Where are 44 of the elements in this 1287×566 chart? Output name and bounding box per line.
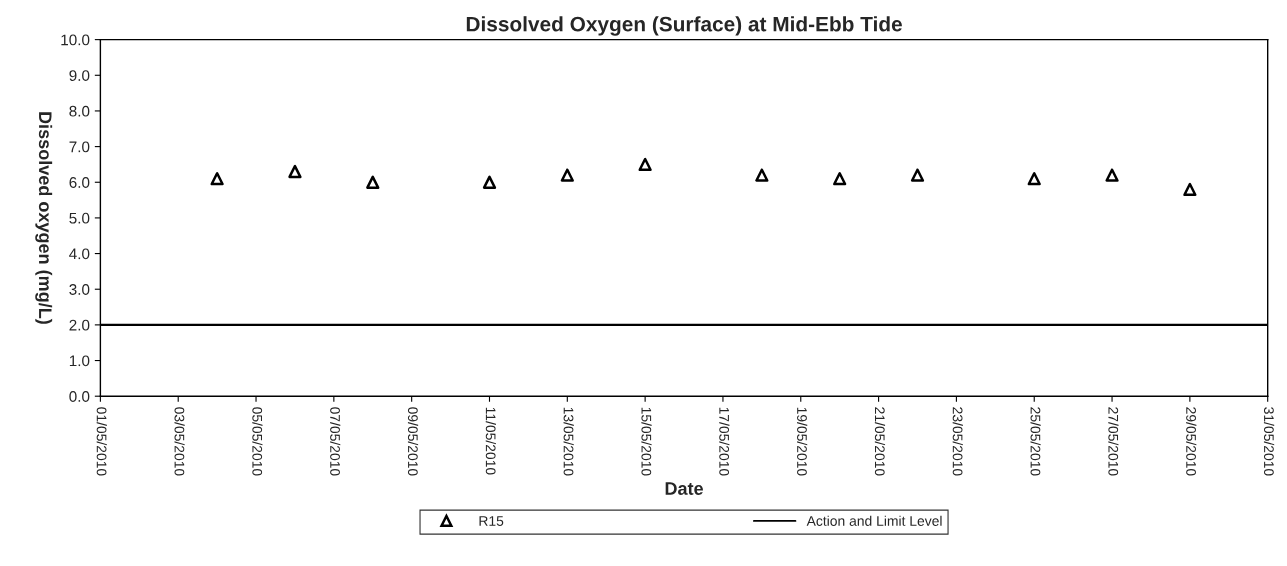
y-tick-label: 3.0 (69, 284, 90, 295)
x-tick-label: 03/05/2010 (174, 407, 185, 476)
x-tick-label: 09/05/2010 (407, 407, 419, 476)
point (1105, 168, 1119, 182)
y-tick-label: 2.0 (69, 319, 90, 331)
point (288, 164, 302, 179)
x-tick-label: 17/05/2010 (719, 407, 730, 476)
point (366, 175, 380, 189)
x-tick-label: 21/05/2010 (874, 407, 886, 476)
x-tick-label: 19/05/2010 (797, 407, 808, 476)
x-tick-label: 31/05/2010 (1263, 407, 1275, 476)
point (638, 157, 652, 172)
y-tick-label: 8.0 (69, 105, 90, 117)
y-tick-label: 7.0 (69, 141, 90, 153)
y-tick-label: 4.0 (69, 248, 90, 260)
point (482, 175, 497, 189)
point (1027, 172, 1041, 186)
x-tick-label: 11/05/2010 (485, 407, 496, 475)
y-tick-label: 6.0 (69, 177, 90, 188)
point (755, 168, 769, 182)
x-tick-label: 27/05/2010 (1108, 407, 1119, 476)
y-tick-label: 9.0 (69, 70, 90, 81)
x-tick-label: 13/05/2010 (563, 407, 574, 476)
legend-label: Action and Limit Level (806, 515, 942, 526)
y-axis-title: Dissolved oxygen (mg/L) (35, 112, 53, 324)
point (210, 172, 224, 186)
point (560, 168, 574, 182)
x-tick-label: 07/05/2010 (330, 407, 341, 476)
x-tick-label: 29/05/2010 (1186, 407, 1197, 476)
x-tick-label: 15/05/2010 (641, 407, 652, 476)
x-tick-label: 01/05/2010 (96, 407, 107, 476)
point (833, 172, 847, 186)
y-tick-label: 10.0 (61, 34, 90, 46)
y-tick-label: 0.0 (69, 391, 90, 402)
point (1183, 182, 1197, 197)
point (910, 168, 925, 182)
x-tick-label: 05/05/2010 (252, 407, 263, 476)
chart-title: Dissolved Oxygen (Surface) at Mid-Ebb Tide (466, 16, 902, 36)
legend-label: R15 (479, 516, 504, 526)
y-tick-label: 1.0 (69, 355, 90, 367)
y-tick-label: 5.0 (69, 212, 90, 224)
x-axis-title: Date (665, 482, 703, 495)
x-tick-label: 23/05/2010 (952, 407, 963, 476)
x-tick-label: 25/05/2010 (1030, 407, 1041, 476)
